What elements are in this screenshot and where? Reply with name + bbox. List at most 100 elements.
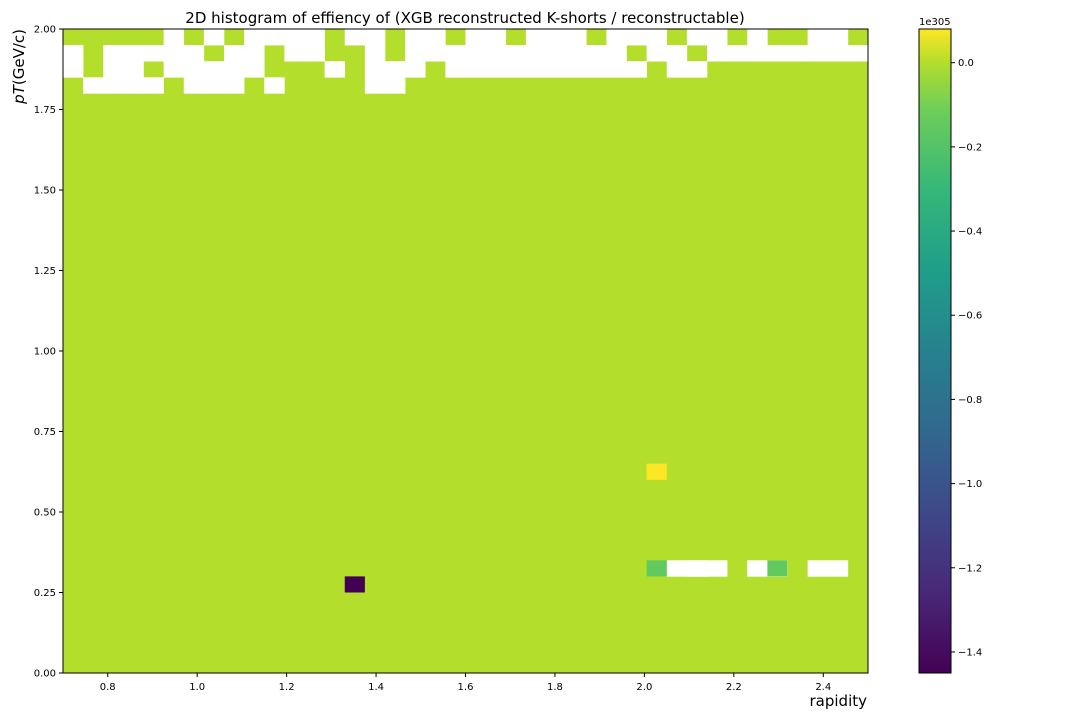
- heatmap-empty-cell: [485, 29, 507, 46]
- chart-title: 2D histogram of effiency of (XGB reconst…: [185, 9, 744, 27]
- colorbar-tick-label: −0.8: [958, 395, 982, 406]
- heatmap-background-cells: [63, 29, 868, 673]
- y-tick-label: 0.75: [34, 427, 56, 438]
- x-tick-label: 2.2: [726, 682, 742, 693]
- heatmap-empty-cell: [586, 45, 607, 62]
- heatmap-empty-cell: [465, 45, 486, 62]
- colorbar-tick-label: −1.0: [958, 479, 982, 490]
- heatmap-empty-cell: [546, 61, 567, 78]
- heatmap-empty-cell: [163, 61, 185, 78]
- y-tick-label: 1.75: [34, 105, 56, 116]
- heatmap-empty-cell: [525, 45, 547, 62]
- heatmap-empty-cell: [747, 45, 768, 62]
- heatmap-empty-cell: [807, 560, 829, 577]
- heatmap-empty-cell: [163, 29, 185, 46]
- y-tick-label: 1.00: [34, 347, 56, 358]
- y-axis-label: pT(GeV/c): [10, 29, 28, 105]
- y-tick-label: 1.50: [34, 186, 56, 197]
- heatmap-empty-cell: [203, 77, 225, 94]
- heatmap-empty-cell: [445, 61, 466, 78]
- y-tick-label: 0.25: [34, 588, 56, 599]
- heatmap-empty-cell: [304, 29, 325, 46]
- heatmap-empty-cell: [385, 61, 406, 78]
- heatmap-empty-cell: [807, 45, 829, 62]
- y-tick-label: 2.00: [34, 25, 56, 36]
- heatmap-empty-cell: [83, 77, 104, 94]
- heatmap-empty-cell: [425, 45, 446, 62]
- heatmap-empty-cell: [465, 61, 486, 78]
- heatmap-empty-cell: [666, 45, 688, 62]
- heatmap-empty-cell: [666, 61, 688, 78]
- heatmap-empty-cell: [707, 45, 728, 62]
- heatmap-empty-cell: [364, 61, 386, 78]
- x-axis-label: rapidity: [810, 692, 868, 710]
- heatmap-empty-cell: [525, 29, 547, 46]
- heatmap-empty-cell: [143, 77, 164, 94]
- heatmap-empty-cell: [646, 29, 668, 46]
- heatmap-empty-cell: [505, 61, 527, 78]
- heatmap-empty-cell: [364, 77, 386, 94]
- heatmap-empty-cell: [224, 61, 245, 78]
- x-tick-label: 1.8: [547, 682, 563, 693]
- heatmap-empty-cell: [707, 29, 728, 46]
- colorbar-tick-label: −0.6: [958, 311, 982, 322]
- heatmap-cell: [646, 463, 667, 480]
- heatmap-empty-cell: [364, 45, 386, 62]
- heatmap-cell: [646, 560, 667, 577]
- heatmap-empty-cell: [284, 45, 305, 62]
- heatmap-empty-cell: [827, 45, 849, 62]
- heatmap-empty-cell: [364, 29, 386, 46]
- heatmap-cell: [767, 560, 788, 577]
- heatmap-empty-cell: [405, 45, 426, 62]
- heatmap-empty-cell: [546, 45, 567, 62]
- x-tick-label: 1.6: [458, 682, 474, 693]
- colorbar-tick-label: 0.0: [958, 58, 974, 69]
- y-tick-label: 0.50: [34, 508, 56, 519]
- heatmap-empty-cell: [284, 29, 305, 46]
- heatmap-empty-cell: [566, 29, 587, 46]
- heatmap-empty-cell: [686, 61, 708, 78]
- colorbar-tick-label: −1.4: [958, 647, 982, 658]
- heatmap-cells: [63, 29, 869, 673]
- heatmap-empty-cell: [727, 45, 748, 62]
- heatmap-empty-cell: [505, 45, 527, 62]
- heatmap-cell: [344, 576, 365, 593]
- heatmap-empty-cell: [787, 45, 808, 62]
- heatmap-empty-cell: [183, 45, 205, 62]
- x-axis-ticks: 0.8 1.0 1.2 1.4 1.6 1.8 2.0 2.2 2.4: [100, 673, 831, 693]
- heatmap-empty-cell: [385, 77, 406, 94]
- heatmap-empty-cell: [686, 560, 708, 577]
- heatmap-empty-cell: [224, 77, 245, 94]
- x-tick-label: 1.4: [368, 682, 384, 693]
- heatmap-empty-cell: [807, 29, 829, 46]
- colorbar-tick-label: −0.2: [958, 142, 982, 153]
- heatmap-empty-cell: [465, 29, 486, 46]
- heatmap-empty-cell: [546, 29, 567, 46]
- y-tick-label: 0.00: [34, 669, 56, 680]
- x-tick-label: 1.0: [189, 682, 205, 693]
- heatmap-empty-cell: [123, 77, 144, 94]
- heatmap-empty-cell: [485, 45, 507, 62]
- heatmap-empty-cell: [767, 45, 788, 62]
- heatmap-empty-cell: [686, 29, 708, 46]
- heatmap-empty-cell: [827, 29, 849, 46]
- heatmap-empty-cell: [646, 45, 668, 62]
- x-tick-label: 2.4: [815, 682, 831, 693]
- colorbar: [918, 28, 952, 674]
- y-axis-ticks: 0.00 0.25 0.50 0.75 1.00 1.25 1.50 1.75 2.00: [34, 25, 63, 680]
- heatmap-empty-cell: [63, 61, 84, 78]
- heatmap-empty-cell: [123, 45, 144, 62]
- heatmap-empty-cell: [606, 45, 627, 62]
- heatmap-empty-cell: [606, 61, 627, 78]
- heatmap-empty-cell: [626, 61, 647, 78]
- heatmap-empty-cell: [566, 45, 587, 62]
- x-tick-label: 1.2: [279, 682, 295, 693]
- heatmap-empty-cell: [103, 77, 124, 94]
- heatmap-empty-cell: [203, 61, 225, 78]
- heatmap-empty-cell: [264, 77, 285, 94]
- heatmap-empty-cell: [847, 45, 869, 62]
- heatmap-empty-cell: [264, 29, 285, 46]
- heatmap-empty-cell: [183, 61, 205, 78]
- heatmap-empty-cell: [163, 45, 185, 62]
